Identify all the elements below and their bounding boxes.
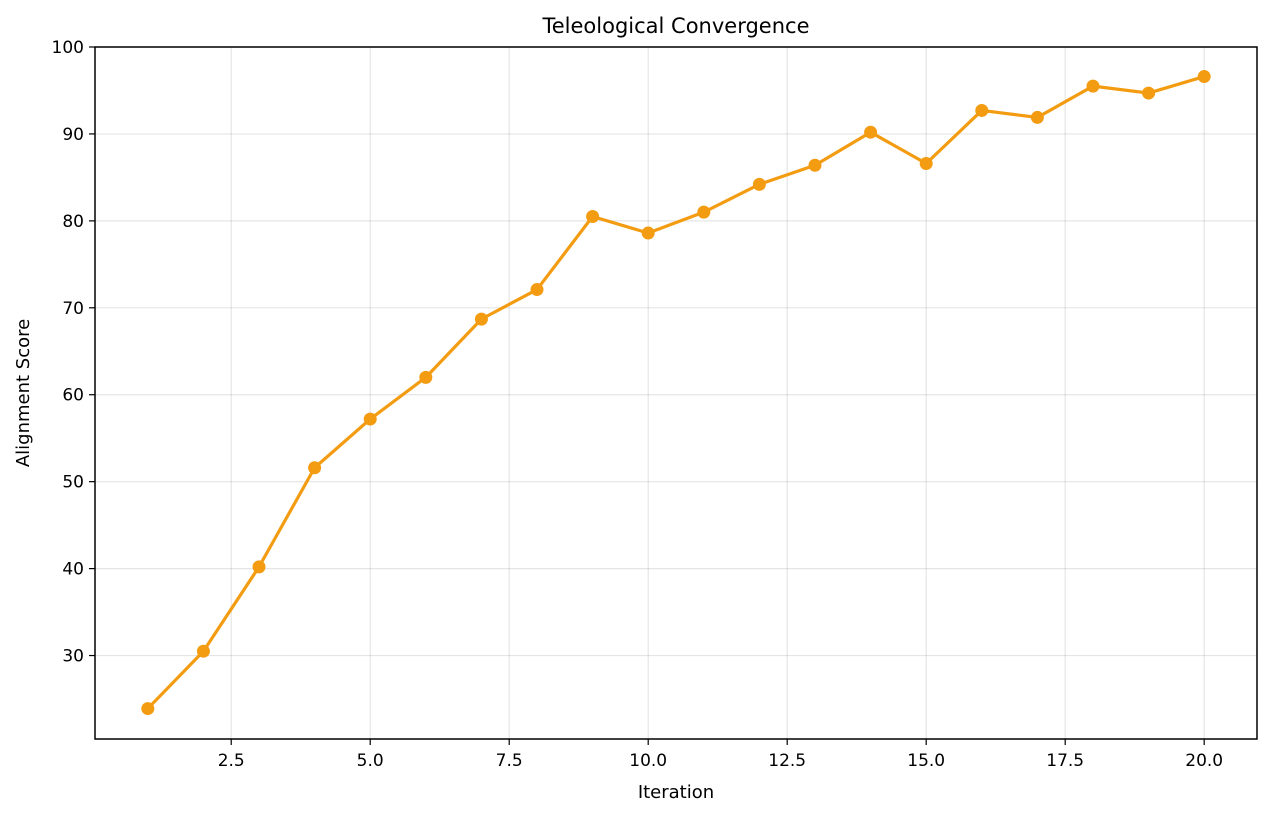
grid-lines <box>95 46 1257 739</box>
data-point <box>252 560 266 574</box>
data-point <box>586 210 600 224</box>
data-point <box>641 226 655 240</box>
data-point <box>474 312 488 326</box>
chart-title: Teleological Convergence <box>541 14 809 38</box>
data-point <box>1142 86 1156 100</box>
data-point <box>808 158 822 172</box>
y-tick-label: 100 <box>52 38 84 58</box>
data-point <box>141 702 155 716</box>
x-tick-label: 17.5 <box>1046 751 1084 771</box>
data-point <box>697 205 711 219</box>
data-point <box>530 283 544 297</box>
plot-frame <box>94 46 1258 740</box>
x-tick-label: 2.5 <box>218 751 245 771</box>
y-tick-label: 70 <box>62 299 84 319</box>
series-line <box>146 74 1206 711</box>
y-tick-label: 60 <box>62 386 84 406</box>
data-point <box>308 461 322 475</box>
x-tick-label: 5.0 <box>357 751 384 771</box>
axis-ticks: 2.5 5.0 7.5 10.0 12.5 15.0 17.5 20.0 30 40 50 60 70 8… <box>52 38 1224 771</box>
data-point <box>1030 110 1044 124</box>
x-tick-label: 12.5 <box>768 751 806 771</box>
y-tick-label: 30 <box>62 647 84 667</box>
data-point <box>363 412 377 426</box>
series-layer <box>141 70 1211 716</box>
x-tick-label: 7.5 <box>496 751 523 771</box>
data-point <box>1086 79 1100 93</box>
data-point <box>864 125 878 139</box>
x-axis-title: Iteration <box>638 782 714 803</box>
data-point <box>752 177 766 191</box>
data-point <box>419 370 433 384</box>
y-tick-label: 90 <box>62 125 84 145</box>
y-tick-label: 40 <box>62 560 84 580</box>
y-tick-label: 50 <box>62 473 84 493</box>
data-point <box>196 644 210 658</box>
data-point <box>975 103 989 117</box>
data-point <box>919 156 933 170</box>
y-tick-label: 80 <box>62 212 84 232</box>
data-point <box>1197 70 1211 84</box>
x-tick-label: 15.0 <box>907 751 945 771</box>
x-tick-label: 20.0 <box>1185 751 1223 771</box>
y-axis-title: Alignment Score <box>13 319 34 467</box>
x-tick-label: 10.0 <box>629 751 667 771</box>
